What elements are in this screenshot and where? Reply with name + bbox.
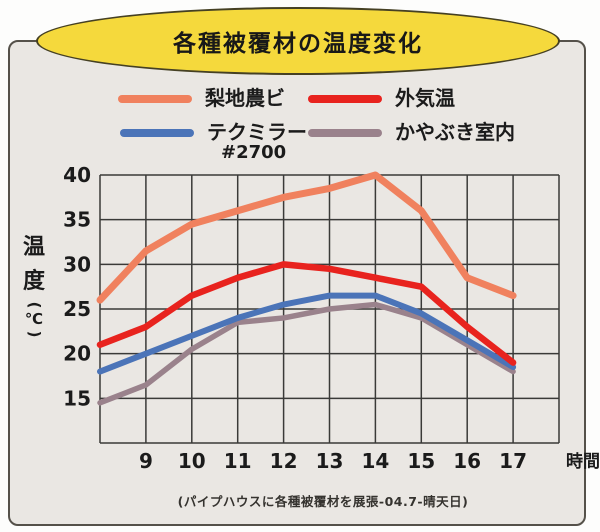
series-line-0 — [97, 301, 516, 406]
x-tick-label: 16 — [453, 449, 481, 473]
y-axis-label-char: 度 — [22, 269, 45, 295]
x-tick-label: 10 — [178, 449, 206, 473]
y-axis-unit-part: ( — [24, 301, 43, 309]
x-tick-label: 17 — [499, 449, 527, 473]
y-tick-label: 15 — [63, 386, 91, 410]
legend-swatch-icon — [120, 129, 194, 137]
legend-label: 梨地農ビ — [205, 86, 285, 110]
legend-swatch-icon — [308, 95, 382, 103]
title-ellipse: 各種被覆材の温度変化 — [36, 7, 560, 75]
y-axis-unit-part: ℃ — [24, 310, 44, 329]
y-tick-label: 30 — [63, 252, 91, 276]
legend-label: かやぶき室内 — [395, 120, 515, 144]
y-axis-label-char: 温 — [22, 235, 45, 260]
legend-swatch-icon — [308, 129, 382, 137]
x-tick-label: 11 — [224, 449, 252, 473]
legend-label: 外気温 — [395, 86, 455, 110]
legend-swatch-icon — [118, 95, 192, 103]
y-axis-label: 温度 (℃) — [20, 231, 48, 340]
legend-item-2: テクミラー #2700 — [120, 122, 307, 162]
series-line-3 — [96, 171, 517, 304]
legend-item-0: 梨地農ビ — [118, 88, 285, 108]
y-tick-label: 25 — [63, 297, 91, 321]
y-tick-label: 40 — [63, 163, 91, 187]
y-tick-label: 35 — [63, 208, 91, 232]
x-tick-label: 9 — [139, 449, 153, 473]
legend-sublabel: #2700 — [221, 142, 287, 163]
chart-title: 各種被覆材の温度変化 — [173, 31, 423, 57]
x-tick-label: 14 — [361, 449, 389, 473]
x-tick-label: 13 — [316, 449, 344, 473]
x-axis-unit: 時間 — [566, 451, 600, 472]
legend-item-1: 外気温 — [308, 88, 455, 108]
legend-label: テクミラー #2700 — [207, 120, 307, 163]
y-tick-label: 20 — [63, 342, 91, 366]
series-line-1 — [97, 292, 517, 375]
y-axis-unit-part: ) — [24, 330, 43, 338]
series-line-2 — [96, 261, 517, 366]
x-tick-label: 12 — [270, 449, 298, 473]
legend-item-3: かやぶき室内 — [308, 122, 515, 142]
x-tick-label: 15 — [407, 449, 435, 473]
chart-caption: (パイプハウスに各種被覆材を展張-04.7-晴天日) — [177, 494, 469, 509]
